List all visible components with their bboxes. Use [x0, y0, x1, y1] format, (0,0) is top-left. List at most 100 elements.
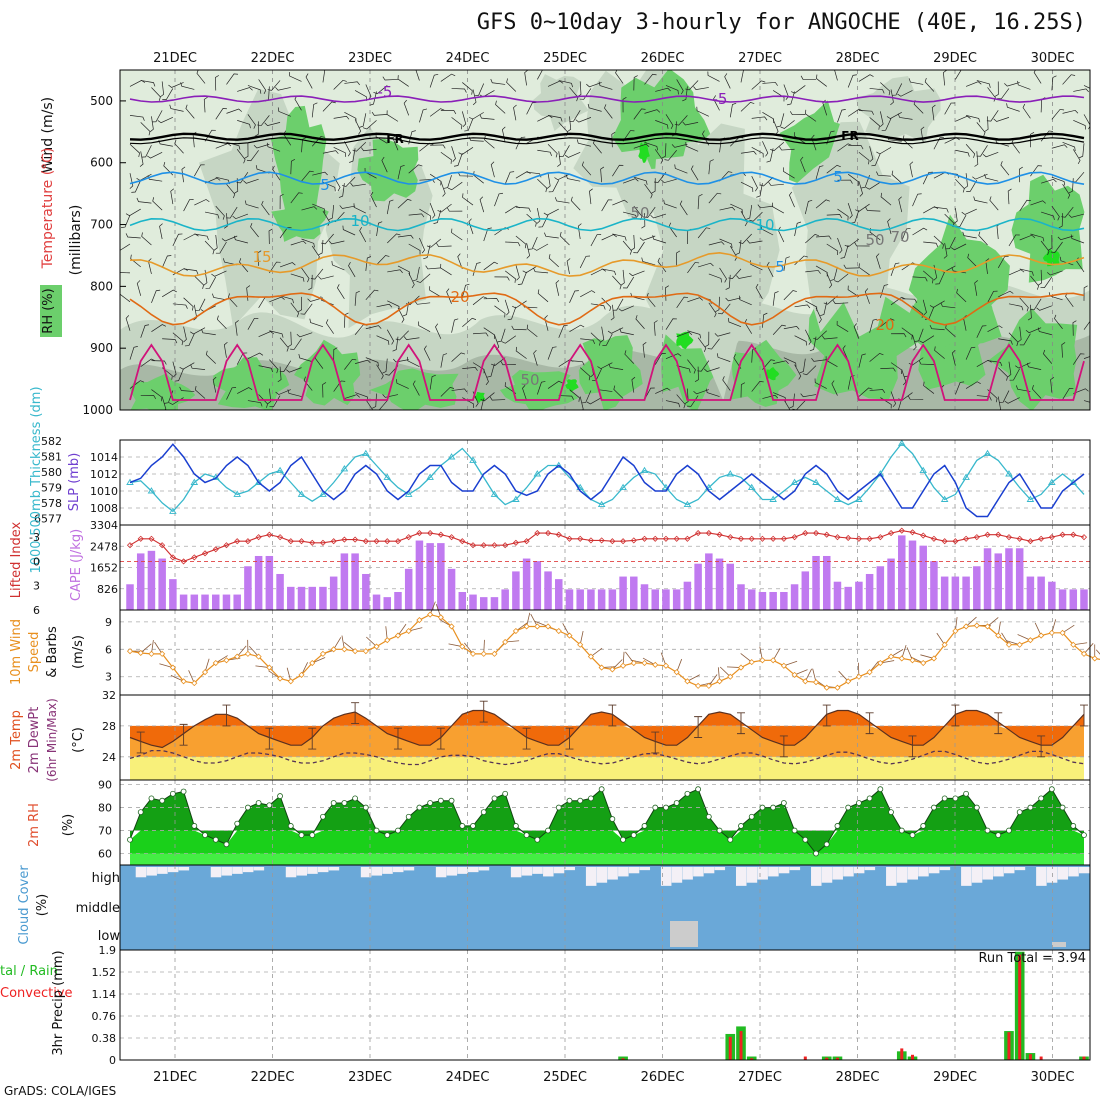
- wind-barb: [204, 129, 216, 142]
- rh2m-point: [427, 800, 434, 806]
- wind-barb: [151, 324, 167, 333]
- wind-barb: [794, 221, 802, 237]
- wind-speed-point: [309, 659, 316, 667]
- wind-barb: [461, 111, 467, 127]
- wind-barb: [580, 290, 596, 298]
- wind-barb: [235, 320, 239, 336]
- lifted-index-point: [534, 530, 541, 537]
- cape-bar: [865, 573, 874, 610]
- wind-barb: [622, 211, 638, 220]
- lifted-index-point: [148, 535, 155, 542]
- wind-barb: [277, 107, 291, 117]
- wind-barb: [464, 118, 474, 132]
- wind-barb: [397, 75, 409, 87]
- wind-barb: [440, 353, 448, 368]
- rh2m-point: [641, 823, 648, 829]
- thickness-point: [276, 466, 284, 474]
- lifted-index-point: [759, 535, 766, 542]
- rh2m-point: [1016, 809, 1023, 816]
- rh2m-point: [684, 790, 691, 797]
- cape-bar: [780, 591, 788, 610]
- slp-tick-1014: 1014: [90, 451, 118, 464]
- lifted-index-point: [437, 531, 444, 538]
- cloud-high-gap: [993, 867, 1004, 877]
- wind-barb: [548, 180, 560, 193]
- wind-speed-point: [727, 673, 734, 680]
- lifted-index-point: [180, 558, 187, 565]
- wind-barb-10m: [1034, 622, 1042, 636]
- wind-barb: [524, 70, 529, 86]
- cloud-ylabel-2: (%): [35, 894, 50, 917]
- wind-barb: [682, 121, 699, 126]
- wind-barb: [151, 289, 161, 303]
- thickness-point: [876, 470, 885, 477]
- cape-bar: [276, 573, 284, 610]
- precip-convective-bar: [1082, 1056, 1086, 1060]
- rh2m-point: [748, 813, 755, 820]
- wind-barb: [665, 318, 677, 330]
- wind-barb: [858, 387, 873, 397]
- wind-barb: [776, 113, 785, 128]
- wind-speed-point: [630, 659, 637, 667]
- wind-barb: [515, 171, 531, 179]
- wind-barb: [1047, 270, 1063, 276]
- wind-speed-point: [662, 662, 670, 669]
- wind-speed-point: [298, 671, 305, 678]
- lifted-index-point: [341, 536, 348, 543]
- wind-barb: [279, 295, 294, 304]
- wind-barb: [674, 164, 688, 174]
- wind-barb: [183, 297, 194, 311]
- lifted-index-point: [480, 542, 487, 549]
- wind-barb: [847, 375, 855, 390]
- wind-barb: [794, 335, 807, 346]
- wind-barb: [1072, 149, 1081, 165]
- wind-barb: [287, 331, 292, 348]
- wind-barb: [580, 338, 596, 345]
- cape-bar: [801, 571, 810, 610]
- wind-barb: [951, 267, 967, 274]
- wind-barb: [264, 122, 281, 127]
- wind-barb: [986, 110, 999, 122]
- wind-barb: [433, 209, 442, 224]
- wind-speed-point: [620, 662, 627, 669]
- wind-barb: [831, 380, 838, 396]
- cape-bar: [737, 584, 745, 610]
- cloud-low-patch: [670, 921, 698, 947]
- lifted-index-point: [223, 542, 230, 549]
- cape-bar: [126, 584, 134, 610]
- precip-convective-bar: [835, 1057, 839, 1060]
- wind-barb: [821, 335, 838, 340]
- wind-barb: [684, 388, 689, 405]
- wind-barb: [644, 141, 658, 151]
- wind-barb: [184, 333, 195, 347]
- cape-bar: [876, 566, 885, 610]
- wind-barb: [740, 210, 748, 227]
- cape-bar: [404, 568, 413, 610]
- wind-barb: [328, 205, 335, 221]
- wind-barb: [685, 80, 699, 91]
- precip-convective-bar: [1007, 1032, 1011, 1060]
- wind-barb: [300, 303, 313, 315]
- wind-barb: [344, 358, 357, 370]
- lifted-index-point: [630, 537, 637, 544]
- contour-label-20: 20: [450, 288, 469, 306]
- lifted-index-point: [963, 535, 970, 542]
- wind-barb: [365, 357, 379, 367]
- thickness-point: [404, 490, 413, 497]
- wind-barb: [955, 178, 965, 193]
- wind-barb: [965, 346, 976, 360]
- isotherm-15: [129, 251, 1085, 277]
- lifted-index-point: [266, 531, 273, 538]
- wind-barb: [843, 264, 859, 269]
- wind-barb: [1040, 276, 1053, 288]
- wind-barb: [515, 206, 531, 212]
- wind-speed-point: [566, 632, 573, 639]
- wind-barb: [789, 111, 806, 116]
- wind-barb: [269, 261, 281, 274]
- wind-barb: [984, 173, 999, 182]
- wind-barb: [365, 256, 372, 271]
- wind-barb: [376, 221, 383, 237]
- wind-barb: [934, 346, 945, 359]
- cloud-high-gap: [1036, 867, 1047, 886]
